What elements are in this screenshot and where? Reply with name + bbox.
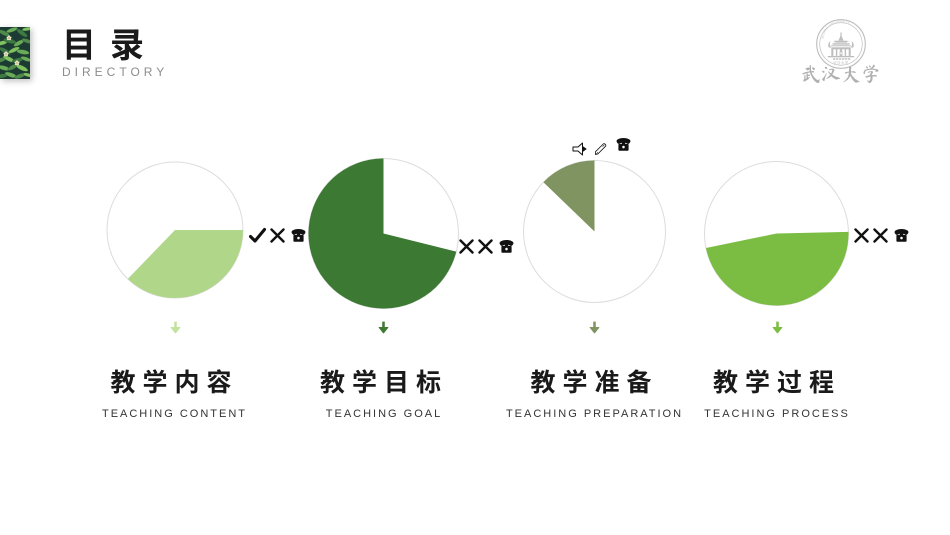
svg-text:WUHAN UNIVERSITY: WUHAN UNIVERSITY bbox=[820, 19, 850, 39]
